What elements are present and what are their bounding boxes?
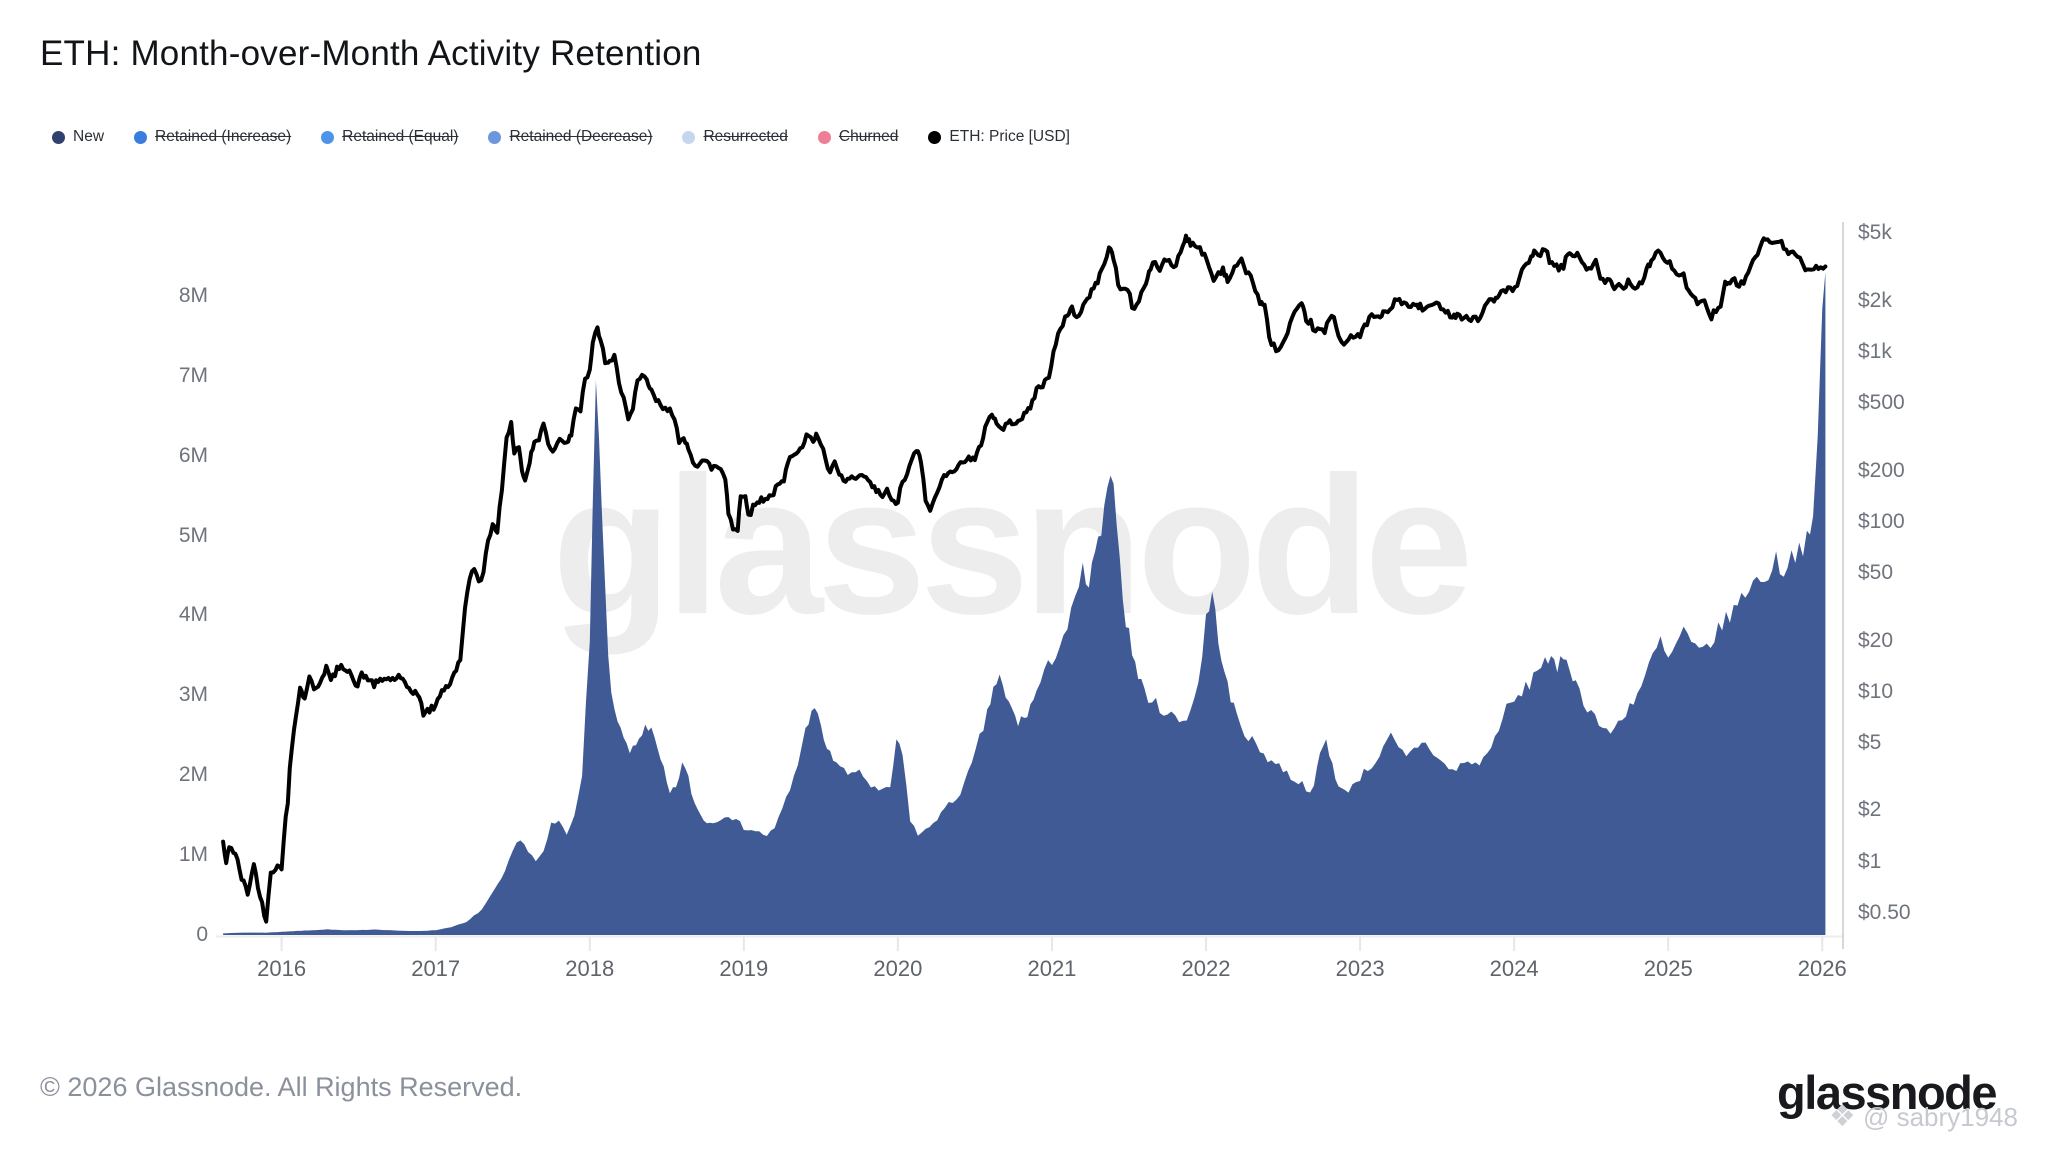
- legend-item-new[interactable]: New: [52, 128, 104, 146]
- series-line-eth-price: [221, 233, 1828, 924]
- legend-dot-icon: [488, 130, 502, 144]
- chart-legend: New Retained (Increase) Retained (Equal) Re…: [52, 128, 1070, 146]
- legend-dot-icon: [817, 130, 831, 144]
- glassnode-logo[interactable]: glassnode: [1777, 1066, 1997, 1119]
- glassnode-watermark: glassnode: [552, 436, 1473, 655]
- legend-item-eth-price-usd[interactable]: ETH: Price [USD]: [928, 128, 1070, 146]
- legend-item-label: Retained (Equal): [342, 128, 459, 145]
- legend-dot-icon: [928, 130, 942, 144]
- legend-item-label: New: [73, 128, 105, 145]
- copyright-text: © 2026 Glassnode. All Rights Reserved.: [40, 1072, 523, 1102]
- legend-item-label: Retained (Decrease): [509, 128, 653, 145]
- legend-item-retained-equal[interactable]: Retained (Equal): [321, 128, 458, 146]
- legend-item-churned[interactable]: Churned: [817, 128, 899, 146]
- legend-item-label: Retained (Increase): [155, 128, 292, 145]
- legend-item-label: Resurrected: [703, 128, 788, 145]
- legend-item-resurrected[interactable]: Resurrected: [682, 128, 788, 146]
- series-area-new: [223, 271, 1826, 935]
- user-watermark-text: @ sabry1948: [1862, 1102, 2018, 1132]
- legend-dot-icon: [134, 130, 148, 144]
- page-title: ETH: Month-over-Month Activity Retention: [40, 34, 702, 73]
- legend-item-retained-decrease[interactable]: Retained (Decrease): [488, 128, 652, 146]
- legend-dot-icon: [52, 130, 65, 144]
- legend-item-retained-increase[interactable]: Retained (Increase): [134, 128, 291, 146]
- legend-item-label: ETH: Price [USD]: [949, 128, 1070, 145]
- gem-icon: ❖: [1828, 1100, 1856, 1133]
- legend-dot-icon: [321, 130, 335, 144]
- legend-item-label: Churned: [838, 128, 899, 145]
- user-watermark: ❖ @ sabry1948: [1829, 1099, 2018, 1134]
- legend-dot-icon: [682, 130, 696, 144]
